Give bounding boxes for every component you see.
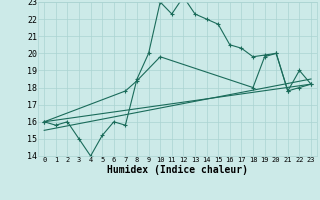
X-axis label: Humidex (Indice chaleur): Humidex (Indice chaleur) [107, 165, 248, 175]
